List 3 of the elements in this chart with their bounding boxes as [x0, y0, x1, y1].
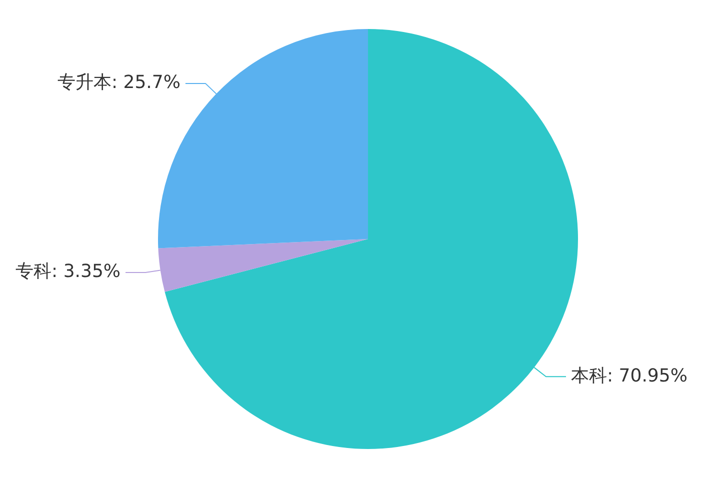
- slice-label: 专升本: 25.7%: [57, 72, 180, 94]
- slice-label: 专科: 3.35%: [16, 261, 120, 282]
- slice-label: 本科: 70.95%: [571, 365, 688, 386]
